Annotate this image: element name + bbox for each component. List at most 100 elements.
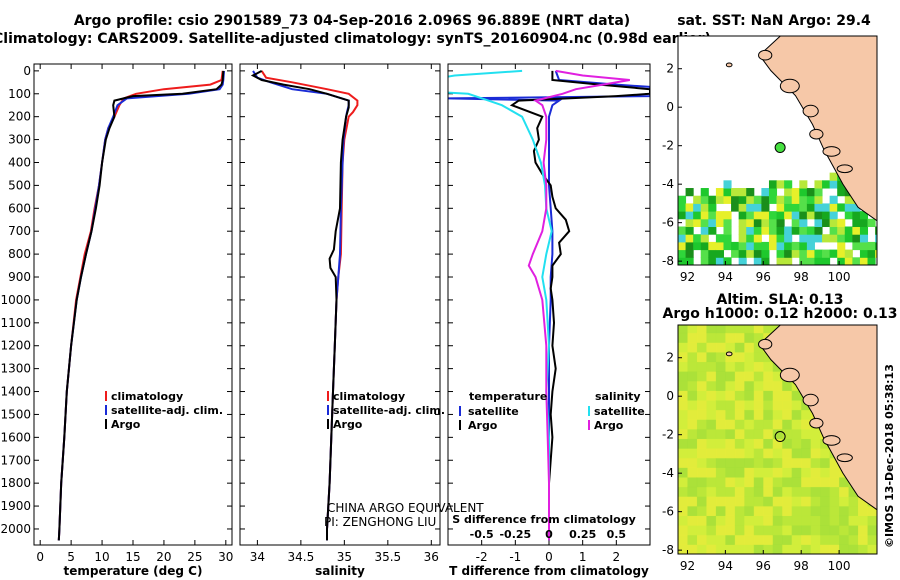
sst-cell	[723, 188, 732, 197]
x-tick-label: 34	[250, 550, 265, 564]
sst-cell	[799, 226, 808, 235]
sla-cell	[801, 409, 812, 420]
sst-cell	[791, 188, 800, 197]
sst-cell	[776, 249, 785, 258]
sla-cell	[715, 419, 726, 430]
sla-cell	[734, 419, 745, 430]
sst-cell	[791, 195, 800, 204]
sst-cell	[844, 257, 853, 265]
x-tick-label: -2	[476, 550, 488, 564]
sla-cell	[753, 515, 764, 526]
sla-cell	[820, 448, 831, 459]
profile-panels: 0100200300400500600700800900100011001200…	[0, 63, 651, 578]
island	[779, 367, 800, 383]
sla-cell	[801, 544, 812, 554]
sla-cell	[678, 525, 688, 536]
sla-cell	[867, 544, 877, 554]
argo-location-marker	[774, 431, 786, 443]
sla-cell	[734, 477, 745, 488]
sst-cell	[753, 211, 762, 220]
sst-cell	[837, 226, 846, 235]
sst-cell	[738, 211, 747, 220]
sla-cell	[782, 534, 793, 545]
sst-cell	[715, 195, 724, 204]
legend-title-salinity: salinity	[595, 390, 641, 403]
sla-cell	[763, 428, 774, 440]
sla-cell	[772, 448, 783, 459]
sla-cell	[744, 400, 755, 411]
sst-cell	[806, 257, 815, 265]
sla-cell	[810, 457, 821, 468]
sla-cell	[687, 428, 698, 440]
depth-tick-label: 1200	[0, 339, 31, 353]
sla-cell	[791, 457, 802, 468]
sst-cell	[708, 195, 717, 204]
sla-cell	[772, 505, 783, 517]
sla-cell	[829, 477, 840, 488]
depth-tick-label: 100	[8, 87, 31, 101]
sla-cell	[858, 525, 869, 536]
sla-cell	[753, 467, 764, 478]
sst-cell	[746, 218, 755, 228]
sla-cell	[763, 325, 774, 334]
series-line-satellite-adj-clim-	[252, 70, 350, 541]
sla-cell	[715, 390, 726, 401]
sla-map-title2: Argo h1000: 0.12 h2000: 0.13	[662, 306, 897, 322]
sla-cell	[715, 544, 726, 554]
sla-cell	[696, 351, 707, 363]
sla-cell	[715, 448, 726, 459]
sla-cell	[687, 505, 698, 517]
depth-tick-label: 1000	[0, 293, 31, 307]
sla-cell	[706, 409, 717, 420]
sla-cell	[715, 380, 726, 391]
sla-cell	[678, 325, 688, 334]
depth-tick-label: 1600	[0, 430, 31, 444]
sla-cell	[715, 371, 726, 382]
sst-cell	[700, 195, 709, 204]
sla-cell	[763, 361, 774, 372]
sla-cell	[725, 544, 736, 554]
depth-tick-label: 1500	[0, 407, 31, 421]
sla-cell	[734, 544, 745, 554]
sla-cell	[782, 477, 793, 488]
sla-cell	[725, 332, 736, 343]
sla-cell	[744, 534, 755, 545]
sst-cell	[829, 211, 838, 220]
sla-cell	[715, 457, 726, 468]
map-y-tick-label: 0	[666, 100, 674, 114]
sla-cell	[772, 380, 783, 391]
sla-cell	[715, 515, 726, 526]
panel-frame	[447, 63, 651, 546]
sst-cell	[700, 203, 709, 212]
sla-cell	[763, 496, 774, 507]
sla-cell	[725, 371, 736, 382]
sla-cell	[763, 409, 774, 420]
panel-temperature: 0100200300400500600700800900100011001200…	[0, 63, 233, 578]
sst-cell	[678, 211, 687, 220]
island	[836, 453, 853, 463]
sla-cell	[687, 419, 698, 430]
sla-cell	[696, 496, 707, 507]
sst-cell	[693, 203, 702, 212]
sla-cell	[839, 477, 850, 488]
sla-cell	[753, 351, 764, 363]
sla-cell	[715, 361, 726, 372]
x-axis-label: T difference from climatology	[449, 564, 649, 578]
sla-cell	[725, 419, 736, 430]
sst-cell	[761, 203, 770, 212]
sst-cell	[753, 257, 762, 265]
sla-cell	[782, 496, 793, 507]
sst-cell	[799, 234, 808, 243]
sla-cell	[772, 467, 783, 478]
sst-cell	[708, 211, 717, 220]
sla-cell	[678, 486, 688, 497]
sla-cell	[782, 400, 793, 411]
sla-cell	[725, 409, 736, 420]
depth-tick-label: 900	[8, 270, 31, 284]
sla-cell	[725, 361, 736, 372]
sla-cell	[678, 390, 688, 401]
sla-cell	[753, 342, 764, 353]
sst-cell	[784, 211, 793, 220]
sst-cell	[822, 180, 831, 189]
sla-cell	[696, 467, 707, 478]
